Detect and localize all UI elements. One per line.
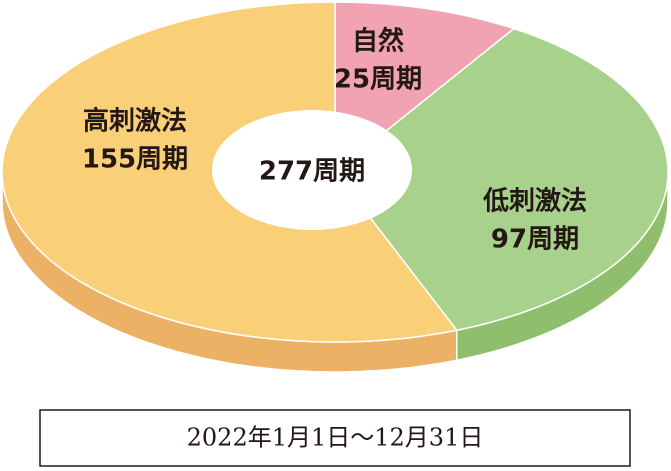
note: 2022年1月1日～12月31日 (187, 424, 484, 452)
donut-hole (212, 110, 412, 230)
slice-value-label: 155周期 (82, 145, 188, 175)
slice-label: 自然 (352, 26, 404, 57)
slice-value-label: 97周期 (491, 225, 579, 255)
slice-label: 高刺激法 (83, 106, 187, 137)
note-box (39, 409, 631, 467)
slice-label: 低刺激法 (482, 186, 587, 217)
center-label: 277周期 (259, 157, 365, 187)
slice-value-label: 25周期 (334, 65, 422, 95)
slice (333, 27, 669, 332)
